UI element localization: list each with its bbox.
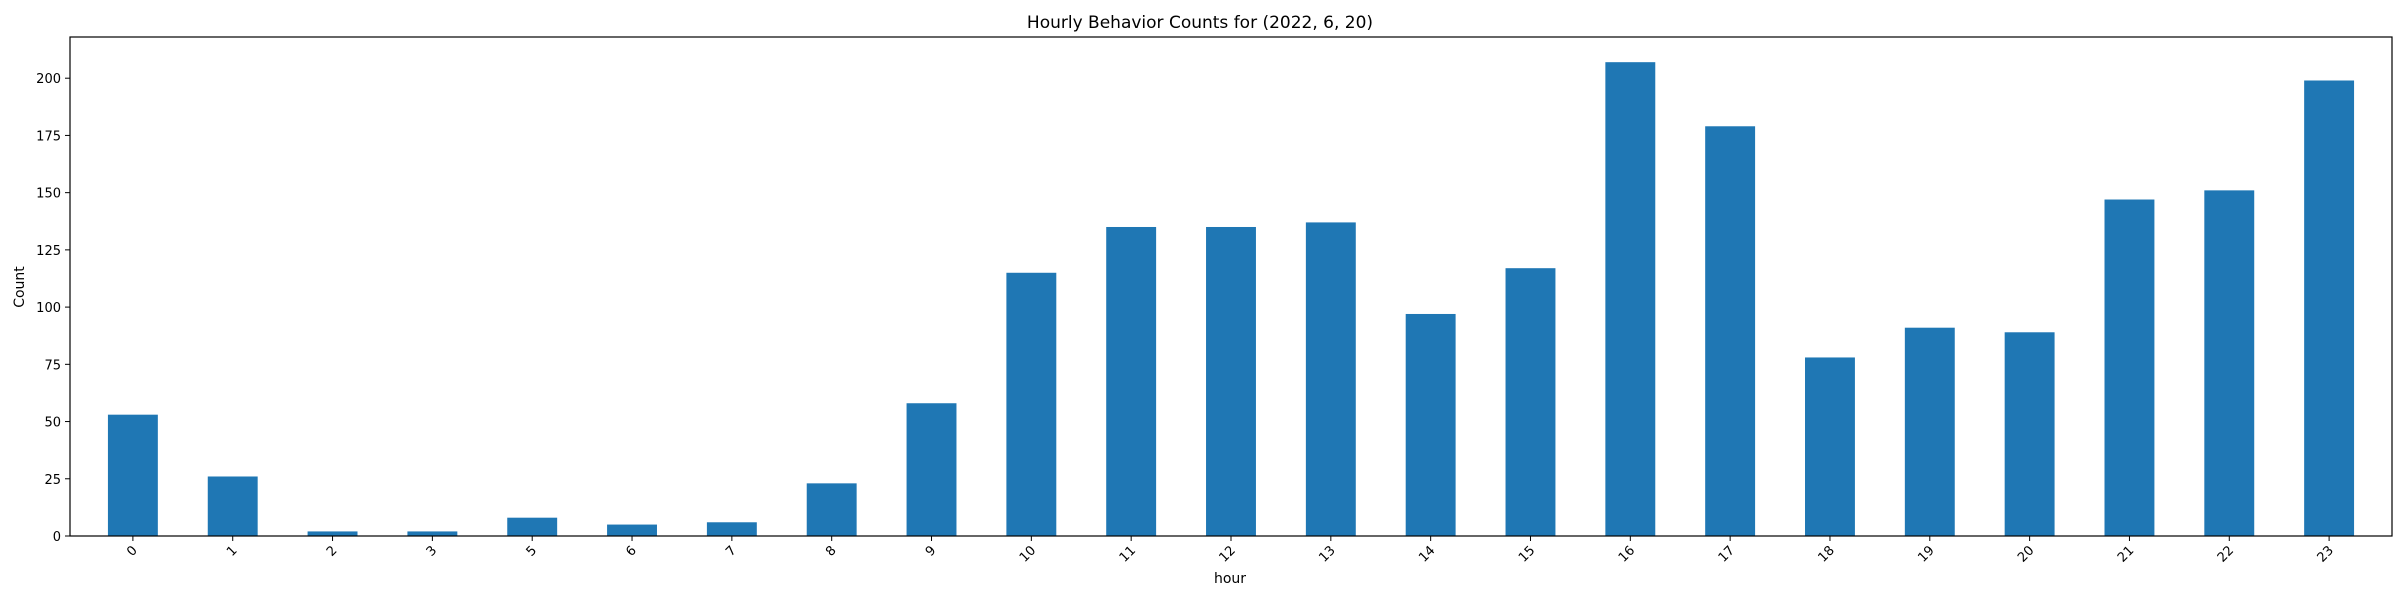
x-tick-label: 11 [1117, 543, 1139, 565]
bar-hour-22 [2204, 190, 2255, 537]
bar-hour-3 [407, 531, 458, 536]
x-tick-label: 20 [2015, 543, 2037, 565]
y-tick-label: 50 [44, 416, 61, 431]
x-tick-label: 18 [1815, 543, 1837, 565]
bars-layer [107, 62, 2355, 537]
y-tick-label: 0 [53, 530, 61, 545]
x-tick-label: 16 [1616, 543, 1638, 565]
x-tick-label: 0 [124, 543, 140, 559]
bar-hour-12 [1206, 226, 1256, 537]
x-tick-label: 1 [224, 543, 240, 559]
bar-hour-15 [1505, 268, 1556, 536]
x-tick-label: 17 [1716, 543, 1738, 565]
y-tick-label: 100 [36, 301, 61, 316]
y-tick-label: 175 [36, 129, 61, 144]
bar-hour-7 [706, 522, 757, 536]
bar-hour-11 [1106, 226, 1157, 537]
x-tick-label: 10 [1017, 543, 1039, 565]
y-tick-label: 25 [44, 473, 61, 488]
x-tick-label: 12 [1217, 543, 1239, 565]
x-tick-label: 6 [623, 543, 639, 559]
bar-hour-2 [307, 531, 358, 536]
y-axis-label: Count [12, 266, 28, 308]
bar-hour-0 [107, 414, 158, 536]
bar-hour-21 [2104, 199, 2155, 536]
x-tick-label: 14 [1416, 543, 1438, 565]
x-tick-label: 7 [723, 543, 739, 559]
x-tick-label: 8 [823, 543, 839, 559]
x-tick-label: 22 [2215, 543, 2237, 565]
x-tick-label: 9 [923, 543, 939, 559]
y-tick-label: 75 [44, 358, 61, 373]
bar-hour-17 [1705, 126, 1756, 537]
bar-hour-13 [1305, 222, 1356, 536]
x-tick-label: 5 [524, 543, 540, 559]
bar-hour-1 [207, 476, 258, 536]
x-tick-label: 15 [1516, 543, 1538, 565]
x-tick-label: 3 [424, 543, 440, 559]
y-tick-label: 125 [36, 244, 61, 259]
bar-hour-14 [1405, 313, 1456, 536]
x-tick-label: 13 [1316, 543, 1338, 565]
x-tick-label: 21 [2115, 543, 2137, 565]
bar-hour-16 [1605, 62, 1656, 537]
bar-hour-8 [806, 483, 857, 536]
bar-hour-5 [507, 517, 558, 536]
bar-hour-19 [1904, 327, 1955, 536]
x-axis-label: hour [1214, 571, 1246, 587]
bar-hour-18 [1805, 357, 1855, 536]
y-tick-label: 150 [36, 187, 61, 202]
bar-hour-23 [2304, 80, 2355, 537]
x-tick-label: 19 [1915, 543, 1937, 565]
bar-hour-9 [906, 403, 957, 536]
bar-hour-6 [607, 524, 657, 536]
y-tick-label: 200 [36, 72, 61, 87]
x-tick-label: 2 [324, 543, 340, 559]
x-tick-label: 23 [2315, 543, 2337, 565]
ticks-layer: 0 1 2 3 5 6 7 8 9 10 11 12 13 14 15 16 17 18 19 20 21 22 23025… [36, 72, 2337, 565]
chart-title: Hourly Behavior Counts for (2022, 6, 20) [1027, 13, 1373, 33]
bar-hour-10 [1006, 272, 1057, 536]
bar-hour-20 [2004, 332, 2055, 536]
